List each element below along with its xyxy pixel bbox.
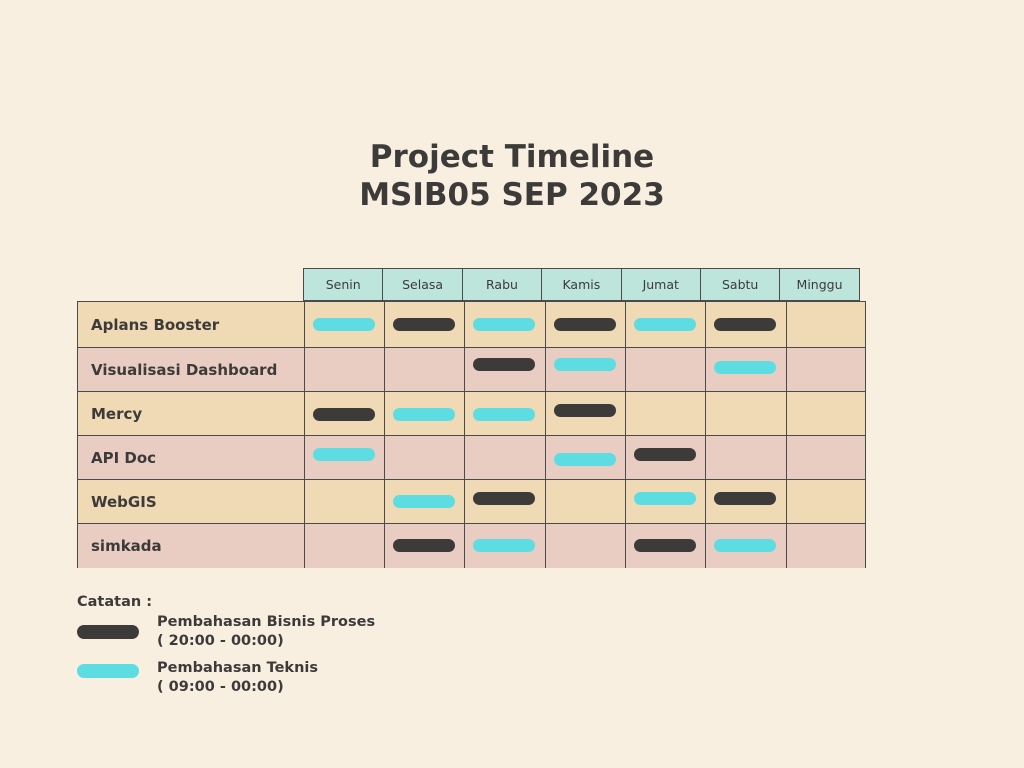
session-bar-bisnis: [714, 491, 777, 505]
grid-divider: [304, 348, 305, 391]
session-bar-teknis: [714, 360, 777, 374]
grid-divider: [304, 524, 305, 568]
session-bar-teknis: [634, 491, 697, 505]
grid-divider: [384, 392, 385, 435]
grid-divider: [705, 524, 706, 568]
grid-divider: [786, 348, 787, 391]
project-name: Aplans Booster: [91, 315, 220, 334]
session-bar-teknis: [473, 539, 536, 552]
project-name: Visualisasi Dashboard: [91, 360, 278, 379]
grid-divider: [705, 302, 706, 347]
grid-divider: [545, 392, 546, 435]
day-header: Sabtu: [699, 268, 781, 301]
grid-divider: [786, 436, 787, 479]
day-header: Rabu: [461, 268, 543, 301]
legend-time: ( 09:00 - 00:00): [157, 679, 284, 695]
grid-divider: [625, 480, 626, 523]
session-bar-teknis: [393, 407, 456, 421]
project-row: WebGIS: [78, 479, 865, 523]
grid-divider: [464, 480, 465, 523]
grid-divider: [545, 524, 546, 568]
grid-divider: [464, 392, 465, 435]
grid-divider: [625, 302, 626, 347]
notes-title: Catatan :: [77, 594, 153, 610]
project-name: Mercy: [91, 404, 143, 423]
session-bar-bisnis: [313, 407, 376, 421]
project-name: simkada: [91, 537, 162, 555]
session-bar-teknis: [473, 318, 536, 331]
grid-divider: [384, 348, 385, 391]
session-bar-bisnis: [554, 403, 617, 417]
legend-swatch-teknis: [77, 664, 139, 678]
session-bar-bisnis: [714, 318, 777, 331]
session-bar-bisnis: [473, 357, 536, 371]
grid-divider: [464, 436, 465, 479]
legend-label: Pembahasan Bisnis Proses: [157, 614, 376, 630]
session-bar-bisnis: [393, 318, 456, 331]
session-bar-teknis: [714, 539, 777, 552]
project-row: API Doc: [78, 435, 865, 479]
session-bar-teknis: [473, 407, 536, 421]
project-row: Visualisasi Dashboard: [78, 347, 865, 391]
legend-label: Pembahasan Teknis: [157, 660, 318, 676]
grid-divider: [304, 392, 305, 435]
grid-divider: [384, 480, 385, 523]
grid-divider: [705, 480, 706, 523]
session-bar-teknis: [634, 318, 697, 331]
grid-divider: [545, 436, 546, 479]
session-bar-bisnis: [554, 318, 617, 331]
session-bar-teknis: [554, 357, 617, 371]
grid-divider: [786, 480, 787, 523]
project-row: Aplans Booster: [78, 302, 865, 347]
grid-divider: [545, 348, 546, 391]
day-header: Selasa: [382, 268, 463, 301]
grid-divider: [304, 436, 305, 479]
session-bar-teknis: [554, 452, 617, 466]
grid-divider: [786, 302, 787, 347]
day-header: Jumat: [620, 268, 701, 301]
grid-divider: [304, 480, 305, 523]
day-header-row: Senin Selasa Rabu Kamis Jumat Sabtu Ming…: [303, 268, 866, 301]
grid-divider: [545, 302, 546, 347]
project-row: simkada: [78, 523, 865, 568]
grid-divider: [705, 392, 706, 435]
grid-divider: [304, 302, 305, 347]
legend-time: ( 20:00 - 00:00): [157, 633, 284, 649]
grid-divider: [786, 524, 787, 568]
grid-divider: [625, 436, 626, 479]
grid-divider: [464, 302, 465, 347]
title-line-1: Project Timeline: [369, 139, 655, 175]
project-name: WebGIS: [91, 492, 157, 511]
grid-divider: [384, 302, 385, 347]
legend-text-teknis: Pembahasan Teknis ( 09:00 - 00:00): [157, 659, 318, 697]
grid-divider: [786, 392, 787, 435]
title-line-2: MSIB05 SEP 2023: [359, 177, 665, 213]
grid-divider: [705, 436, 706, 479]
session-bar-bisnis: [634, 447, 697, 461]
session-bar-bisnis: [634, 539, 697, 552]
grid-divider: [464, 348, 465, 391]
grid-divider: [625, 348, 626, 391]
legend-swatch-bisnis: [77, 625, 139, 639]
grid-divider: [625, 524, 626, 568]
day-header: Minggu: [779, 268, 860, 301]
session-bar-bisnis: [473, 491, 536, 505]
session-bar-teknis: [313, 447, 376, 461]
session-bar-teknis: [313, 318, 376, 331]
grid-divider: [705, 348, 706, 391]
grid-divider: [384, 436, 385, 479]
legend-text-bisnis: Pembahasan Bisnis Proses ( 20:00 - 00:00…: [157, 613, 375, 651]
timeline-grid: Aplans Booster Visualisasi Dashboard Mercy…: [77, 301, 866, 568]
project-name: API Doc: [91, 448, 157, 467]
session-bar-teknis: [393, 494, 456, 508]
session-bar-bisnis: [393, 539, 456, 552]
grid-divider: [625, 392, 626, 435]
day-header: Kamis: [541, 268, 622, 301]
project-row: Mercy: [78, 391, 865, 435]
grid-divider: [545, 480, 546, 523]
grid-divider: [384, 524, 385, 568]
day-header: Senin: [303, 268, 384, 301]
grid-divider: [464, 524, 465, 568]
